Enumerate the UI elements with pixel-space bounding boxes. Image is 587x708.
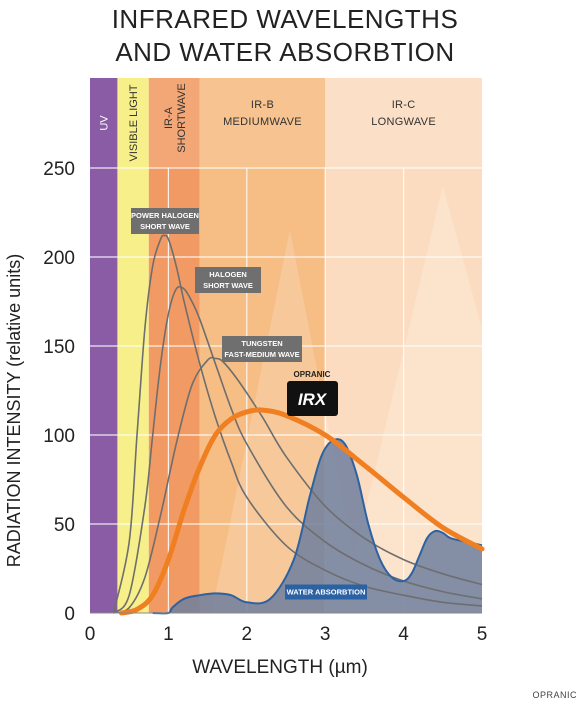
- x-tick-label: 2: [242, 624, 253, 645]
- bg-triangle-shape: [340, 185, 482, 614]
- watermark-text: OPRANIC: [532, 690, 577, 700]
- band-header-shade: [148, 78, 200, 168]
- x-tick-label: 4: [398, 624, 409, 645]
- x-tick-label: 3: [320, 624, 331, 645]
- series-line-halogen-short-wave: [112, 285, 483, 614]
- y-tick-label: 50: [54, 515, 75, 536]
- y-axis-title: RADIATION INTENSITY (relative units): [4, 254, 24, 567]
- y-tick-label: 100: [43, 426, 75, 447]
- series-line-opranic-irx: [118, 407, 485, 616]
- label-power-halogen-text: SHORT WAVE: [140, 222, 190, 231]
- band-label-visible-light-line: VISIBLE LIGHT: [128, 84, 140, 161]
- label-power-halogen-text: POWER HALOGEN: [131, 211, 199, 220]
- series-line-power-halogen-short-wave: [112, 234, 483, 614]
- y-axis-title-group: RADIATION INTENSITY (relative units): [4, 254, 24, 567]
- label-tungsten-box: [222, 336, 302, 362]
- opranic-badge-brand: OPRANIC: [294, 370, 331, 379]
- x-tick-label: 1: [163, 624, 174, 645]
- series-line-water-absorbtion: [152, 438, 483, 615]
- x-tick-label: 5: [477, 624, 488, 645]
- band-header-shade: [325, 78, 482, 168]
- label-water-absorbtion-text: WATER ABSORBTION: [287, 588, 366, 597]
- chart-title-line-1: INFRARED WAVELENGTHS: [111, 4, 459, 34]
- opranic-badge-irx: IRX: [298, 390, 328, 409]
- band-label-ir-a-shortwave: IR-A SHORTWAVE: [163, 83, 188, 152]
- y-tick-label: 200: [43, 248, 75, 269]
- label-tungsten-text: TUNGSTEN: [241, 339, 282, 348]
- label-power-halogen-box: [131, 208, 199, 234]
- band-label-ir-c-longwave-line: LONGWAVE: [371, 116, 436, 128]
- label-halogen-text: SHORT WAVE: [203, 281, 253, 290]
- y-tick-label: 250: [43, 159, 75, 180]
- band-label-uv-line: UV: [99, 115, 111, 131]
- band-label-visible-light: VISIBLE LIGHT: [128, 84, 140, 161]
- chart-title-line-2: AND WATER ABSORBTION: [115, 37, 455, 67]
- band-label-ir-a-shortwave-line: IR-A: [163, 106, 175, 129]
- label-halogen-box: [195, 267, 261, 293]
- label-tungsten-text: FAST-MEDIUM WAVE: [224, 350, 299, 359]
- y-tick-label: 0: [64, 604, 75, 625]
- band-label-ir-a-shortwave-line: SHORTWAVE: [176, 83, 188, 152]
- band-header-shade: [199, 78, 326, 168]
- band-label-ir-c-longwave-line: IR-C: [392, 99, 416, 111]
- opranic-badge-logo: [287, 381, 338, 416]
- band-label-ir-b-mediumwave-line: MEDIUMWAVE: [223, 116, 302, 128]
- band-label-uv: UV: [99, 115, 111, 131]
- y-tick-label: 150: [43, 337, 75, 358]
- water-absorbtion-area: [152, 439, 482, 614]
- label-water-absorbtion-box: [285, 584, 367, 600]
- x-tick-label: 0: [85, 624, 96, 645]
- x-axis-title: WAVELENGTH (µm): [192, 657, 368, 678]
- band-label-ir-b-mediumwave-line: IR-B: [251, 99, 274, 111]
- label-halogen-text: HALOGEN: [209, 270, 247, 279]
